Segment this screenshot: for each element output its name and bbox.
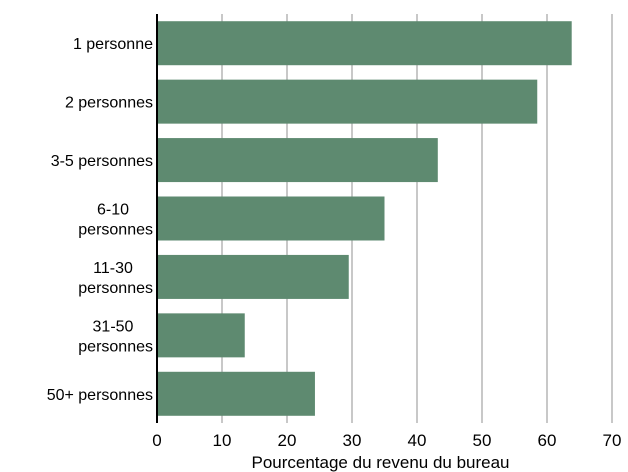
bar-3-5-personnes [157,138,438,183]
category-label: 31-50 personnes [78,318,153,355]
category-label: 2 personnes [65,95,153,112]
x-tick-label: 60 [538,431,557,450]
x-axis-title: Pourcentage du revenu du bureau [251,453,509,472]
category-label: 50+ personnes [47,387,153,404]
bar-11-30-personnes [157,254,349,299]
category-labels: 1 personne 2 personnes 3-5 personnes 6-10 pe… [47,36,153,404]
bar-6-10-personnes [157,196,385,241]
x-tick-label: 40 [408,431,427,450]
bar-1-personne [157,21,572,66]
x-tick-label: 30 [343,431,362,450]
category-label: 6-10 personnes [78,202,153,239]
bar-50+-personnes [157,371,315,416]
x-tick-label: 0 [152,431,161,450]
x-tick-label: 50 [473,431,492,450]
x-tick-labels: 0 10 20 30 40 50 60 70 [152,431,621,450]
category-label: 1 personne [73,36,153,53]
bar-2-personnes [157,79,538,124]
bars [157,21,572,416]
bar-31-50-personnes [157,313,245,358]
x-tick-label: 10 [213,431,232,450]
x-tick-label: 20 [278,431,297,450]
category-label: 11-30 personnes [78,260,153,297]
category-label: 3-5 personnes [51,153,153,170]
x-tick-label: 70 [603,431,622,450]
